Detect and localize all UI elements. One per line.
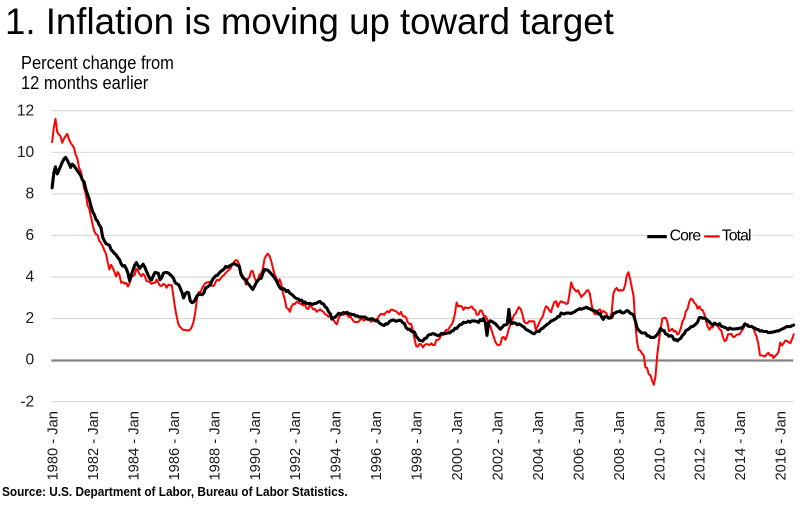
svg-text:Total: Total	[722, 228, 751, 245]
svg-text:10: 10	[17, 144, 35, 161]
svg-text:1984 - Jan: 1984 - Jan	[126, 411, 142, 480]
svg-text:2004 - Jan: 2004 - Jan	[531, 411, 547, 480]
svg-text:2010 - Jan: 2010 - Jan	[652, 411, 668, 480]
svg-text:1982 - Jan: 1982 - Jan	[86, 411, 102, 480]
svg-text:6: 6	[26, 227, 35, 244]
svg-text:4: 4	[26, 269, 35, 286]
svg-text:2002 - Jan: 2002 - Jan	[491, 411, 507, 480]
svg-text:1998 - Jan: 1998 - Jan	[410, 411, 426, 480]
svg-text:2000 - Jan: 2000 - Jan	[450, 411, 466, 480]
svg-text:Core: Core	[670, 228, 702, 245]
svg-text:1990 - Jan: 1990 - Jan	[248, 411, 264, 480]
svg-text:1988 - Jan: 1988 - Jan	[207, 411, 223, 480]
svg-text:12: 12	[17, 102, 34, 119]
svg-text:2006 - Jan: 2006 - Jan	[571, 411, 587, 480]
svg-text:2016 - Jan: 2016 - Jan	[774, 411, 790, 480]
svg-text:1992 - Jan: 1992 - Jan	[288, 411, 304, 480]
svg-text:0: 0	[26, 352, 35, 369]
svg-text:2008 - Jan: 2008 - Jan	[612, 411, 628, 480]
svg-text:2012 - Jan: 2012 - Jan	[693, 411, 709, 480]
svg-text:1994 - Jan: 1994 - Jan	[329, 411, 345, 480]
svg-text:2: 2	[26, 310, 35, 327]
svg-text:-2: -2	[20, 393, 34, 410]
svg-text:8: 8	[26, 186, 35, 203]
svg-text:1986 - Jan: 1986 - Jan	[167, 411, 183, 480]
svg-text:2014 - Jan: 2014 - Jan	[733, 411, 749, 480]
svg-text:1980 - Jan: 1980 - Jan	[46, 411, 62, 480]
svg-text:1996 - Jan: 1996 - Jan	[369, 411, 385, 480]
